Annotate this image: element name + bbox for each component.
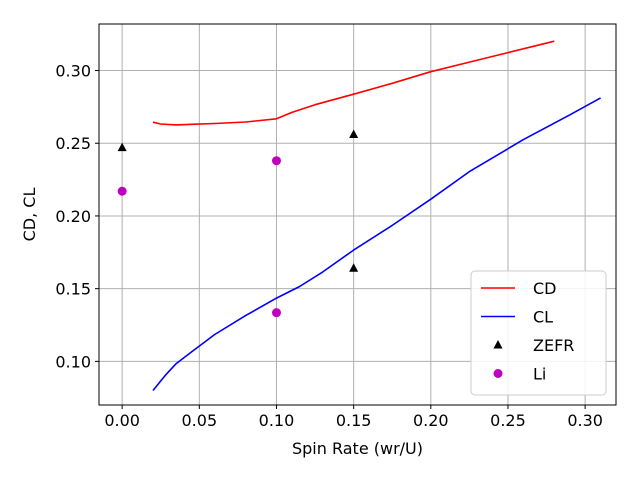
- cd-line: [152, 40, 555, 126]
- y-tick-label: 0.20: [55, 207, 91, 226]
- y-tick-label: 0.30: [55, 62, 91, 81]
- legend-box: [470, 270, 607, 396]
- ticks: 0.00 0.05 0.10 0.15 0.20 0.25 0.30 0.10 0.15 0.20…: [55, 62, 603, 430]
- legend-cd-label: CD: [533, 279, 557, 298]
- y-axis-label: CD, CL: [20, 188, 39, 242]
- legend-zefr-handle: [493, 340, 503, 349]
- legend-li-handle: [493, 369, 503, 378]
- legend-cl-label: CL: [533, 308, 553, 327]
- zefr-point: [349, 129, 359, 139]
- zefr-point: [117, 142, 127, 152]
- x-tick-label: 0.05: [182, 411, 218, 430]
- li-point: [271, 156, 281, 166]
- legend: CD CL ZEFR Li: [470, 270, 607, 396]
- li-point: [271, 308, 281, 318]
- zefr-point: [349, 263, 359, 272]
- y-tick-label: 0.15: [55, 280, 91, 299]
- x-tick-label: 0.25: [490, 411, 526, 430]
- li-point: [117, 186, 127, 196]
- legend-zefr-label: ZEFR: [533, 336, 574, 355]
- plot-area: [117, 40, 601, 392]
- y-tick-label: 0.25: [55, 134, 91, 153]
- x-tick-label: 0.20: [413, 411, 449, 430]
- x-tick-label: 0.15: [336, 411, 372, 430]
- cl-line: [152, 97, 601, 392]
- legend-li-label: Li: [533, 365, 546, 384]
- x-tick-label: 0.00: [104, 411, 140, 430]
- x-tick-label: 0.30: [567, 411, 603, 430]
- grid: [99, 24, 616, 405]
- x-axis-label: Spin Rate (wr/U): [292, 439, 423, 458]
- axes-frame: [98, 23, 617, 406]
- y-tick-label: 0.10: [55, 352, 91, 371]
- x-tick-label: 0.10: [259, 411, 295, 430]
